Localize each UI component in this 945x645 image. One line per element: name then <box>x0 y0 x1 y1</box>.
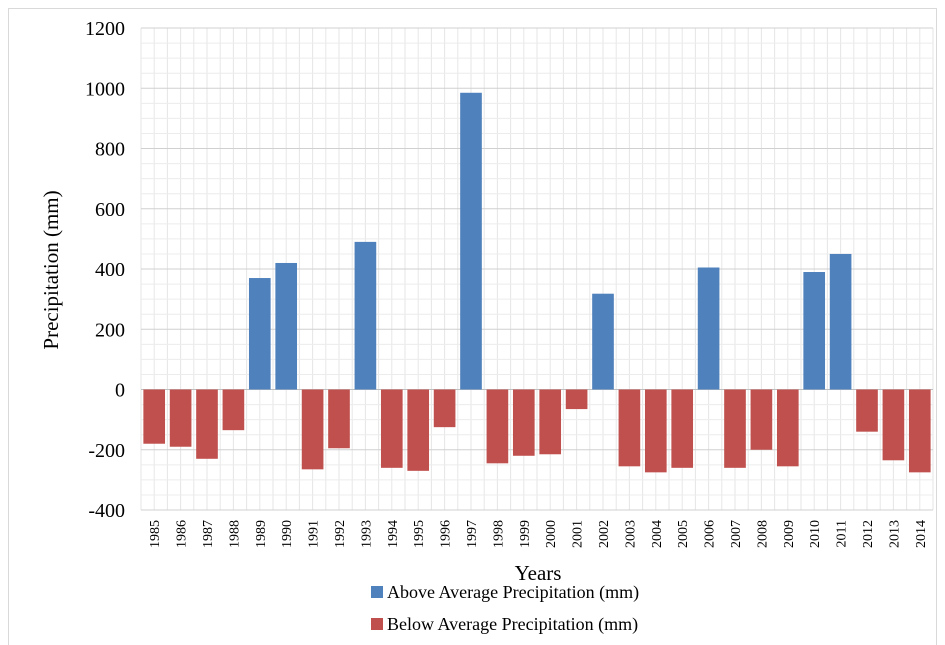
bar-above-2002 <box>592 293 614 390</box>
bar-above-2006 <box>697 267 720 390</box>
x-tick-label: 2013 <box>887 520 902 548</box>
legend-swatch-below <box>371 618 383 630</box>
x-tick-label: 1995 <box>412 520 427 548</box>
y-tick-label: 200 <box>95 319 125 341</box>
x-tick-label: 2011 <box>835 520 850 547</box>
bar-below-2005 <box>671 389 694 468</box>
y-axis-ticks: -400 -200 0 200 400 600 800 1000 1200 <box>85 18 125 522</box>
bar-below-2012 <box>856 389 878 432</box>
bar-below-1998 <box>486 389 509 464</box>
bar-below-2009 <box>776 389 799 467</box>
bar-above-1990 <box>275 262 298 390</box>
x-tick-label: 1987 <box>201 520 216 548</box>
x-tick-label: 1986 <box>175 520 190 548</box>
x-tick-label: 1996 <box>439 520 454 548</box>
x-tick-label: 2004 <box>650 520 665 548</box>
bar-below-1995 <box>407 389 430 471</box>
y-tick-label: 400 <box>95 259 125 281</box>
bar-below-1991 <box>301 389 324 470</box>
x-tick-label: 1993 <box>359 520 374 548</box>
x-tick-label: 2000 <box>544 520 559 548</box>
bar-below-2013 <box>882 389 905 461</box>
x-tick-label: 1998 <box>491 520 506 548</box>
x-tick-label: 1989 <box>254 520 269 548</box>
bar-below-2014 <box>908 389 931 473</box>
bar-below-1994 <box>380 389 403 468</box>
x-tick-label: 1994 <box>386 520 401 548</box>
x-tick-label: 1990 <box>280 520 295 548</box>
y-tick-label: 1200 <box>85 18 125 40</box>
bar-below-2000 <box>539 389 562 455</box>
bar-below-1999 <box>512 389 535 456</box>
bar-below-2001 <box>565 389 588 410</box>
legend-label-above: Above Average Precipitation (mm) <box>387 582 639 603</box>
x-tick-label: 2010 <box>808 520 823 548</box>
x-tick-label: 2003 <box>623 520 638 548</box>
bar-above-1997 <box>460 92 482 390</box>
y-tick-label: 1000 <box>85 78 125 100</box>
y-tick-label: -400 <box>88 500 125 522</box>
x-tick-label: 1992 <box>333 520 348 548</box>
bar-below-2004 <box>644 389 667 473</box>
bar-below-1985 <box>143 389 166 444</box>
bar-below-2008 <box>750 389 773 450</box>
x-tick-label: 2002 <box>597 520 612 548</box>
x-tick-label: 1997 <box>465 520 480 548</box>
x-tick-label: 1985 <box>148 520 163 548</box>
legend: Above Average Precipitation (mm) Below Av… <box>371 582 639 635</box>
x-axis-ticks: 1985 1986 1987 1988 1989 1990 1991 1992 1993 1994… <box>148 520 929 548</box>
bar-above-1989 <box>248 278 271 390</box>
y-tick-label: -200 <box>88 440 125 462</box>
x-tick-label: 2006 <box>703 520 718 548</box>
bar-below-1996 <box>433 389 456 428</box>
legend-swatch-above <box>371 586 383 598</box>
x-tick-label: 1999 <box>518 520 533 548</box>
bar-above-1993 <box>354 241 377 390</box>
y-tick-label: 0 <box>115 380 125 402</box>
x-tick-label: 2012 <box>861 520 876 548</box>
grid-lines <box>140 27 934 511</box>
bar-above-2010 <box>803 272 826 390</box>
y-axis-label: Precipitation (mm) <box>39 190 63 349</box>
x-tick-label: 1991 <box>307 520 322 548</box>
y-tick-label: 800 <box>95 139 125 161</box>
x-tick-label: 2008 <box>755 520 770 548</box>
x-tick-label: 2009 <box>782 520 797 548</box>
x-tick-label: 1988 <box>227 520 242 548</box>
x-tick-label: 2007 <box>729 520 744 548</box>
bar-below-2007 <box>724 389 746 468</box>
x-tick-label: 2001 <box>571 520 586 548</box>
bar-below-1992 <box>328 389 350 449</box>
bar-above-2011 <box>829 253 852 390</box>
bar-below-2003 <box>618 389 641 467</box>
legend-label-below: Below Average Precipitation (mm) <box>387 614 638 635</box>
bar-below-1987 <box>196 389 218 459</box>
bar-below-1986 <box>169 389 192 447</box>
bars <box>143 92 931 473</box>
x-tick-label: 2005 <box>676 520 691 548</box>
bar-below-1988 <box>222 389 245 431</box>
y-tick-label: 600 <box>95 199 125 221</box>
x-tick-label: 2014 <box>914 520 929 548</box>
x-axis-label: Years <box>515 561 562 585</box>
